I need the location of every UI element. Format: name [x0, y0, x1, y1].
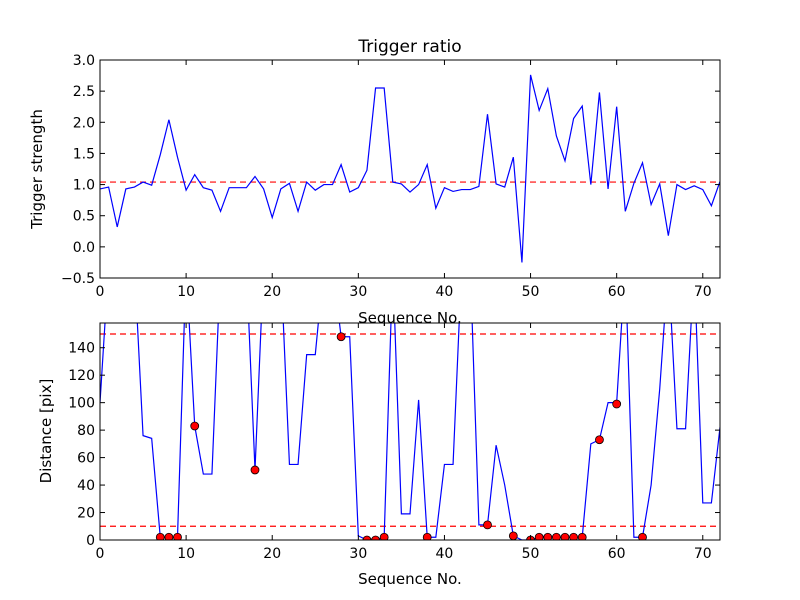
trigger-ratio-chart: Trigger ratio 0 10 20 30 40 50 60 70 −0.5 0.0 0.5 1… — [28, 37, 721, 327]
chart-title: Trigger ratio — [357, 37, 461, 57]
marker-point — [595, 435, 604, 445]
marker-point — [362, 535, 372, 540]
plot-frame — [99, 322, 721, 541]
marker-point — [379, 532, 389, 540]
x-tick-label: 30 — [349, 284, 367, 300]
x-tick-label: 20 — [263, 546, 281, 562]
marker-point — [190, 421, 200, 431]
x-tick-label: 60 — [608, 546, 626, 562]
y-tick-label: 120 — [68, 368, 95, 384]
y-tick-label: 0 — [86, 533, 95, 549]
marker-point — [638, 532, 647, 540]
y-tick-label: 2.5 — [73, 84, 95, 100]
marker-point — [534, 532, 544, 540]
marker-point — [551, 532, 561, 540]
y-tick-label: 20 — [77, 506, 95, 522]
y-tick-label: 100 — [68, 396, 95, 412]
y-tick-label: 0.0 — [73, 240, 95, 256]
x-tick-label: 10 — [177, 284, 195, 300]
y-tick-label: 40 — [77, 478, 95, 494]
x-axis-label: Sequence No. — [358, 570, 462, 588]
marker-point — [560, 532, 570, 540]
series-line — [100, 74, 720, 263]
marker-point — [422, 532, 432, 540]
marker-point — [569, 532, 579, 540]
y-tick-label: 1.0 — [73, 178, 95, 194]
x-tick-label: 0 — [96, 546, 105, 562]
series-line — [100, 323, 720, 540]
marker-point — [164, 532, 174, 540]
marker-point — [612, 399, 622, 409]
x-tick-label: 30 — [349, 546, 367, 562]
marker-point — [577, 532, 587, 540]
marker-point — [173, 532, 182, 540]
x-tick-label: 40 — [436, 284, 454, 300]
y-tick-label: 80 — [77, 423, 95, 439]
x-tick-label: 50 — [522, 546, 540, 562]
y-tick-label: 3.0 — [73, 53, 95, 69]
x-tick-label: 20 — [263, 284, 281, 300]
marker-point — [483, 520, 492, 530]
y-tick-label: 60 — [77, 451, 95, 467]
marker-point — [543, 532, 553, 540]
x-tick-label: 0 — [96, 284, 105, 300]
y-tick-label: 0.5 — [73, 209, 95, 225]
y-tick-label: 2.0 — [73, 115, 95, 131]
y-tick-label: 1.5 — [73, 146, 95, 162]
marker-point — [508, 531, 518, 540]
y-tick-label: 140 — [68, 341, 95, 357]
marker-point — [155, 532, 165, 540]
x-tick-label: 70 — [694, 546, 712, 562]
marker-point — [371, 535, 380, 540]
y-axis-label: Distance [pix] — [37, 379, 55, 484]
x-tick-label: 40 — [436, 546, 454, 562]
y-tick-label: −0.5 — [61, 271, 95, 287]
y-axis-label: Trigger strength — [28, 109, 46, 230]
distance-chart: 0 10 20 30 40 50 60 70 0 20 40 60 80 100 120 140 Sequen… — [37, 322, 721, 588]
x-tick-label: 70 — [694, 284, 712, 300]
marker-point — [336, 332, 346, 342]
x-tick-label: 10 — [177, 546, 195, 562]
marker-point — [250, 465, 260, 475]
x-axis-label: Sequence No. — [358, 309, 462, 327]
plot-frame — [99, 59, 721, 279]
x-tick-label: 50 — [522, 284, 540, 300]
x-tick-label: 60 — [608, 284, 626, 300]
